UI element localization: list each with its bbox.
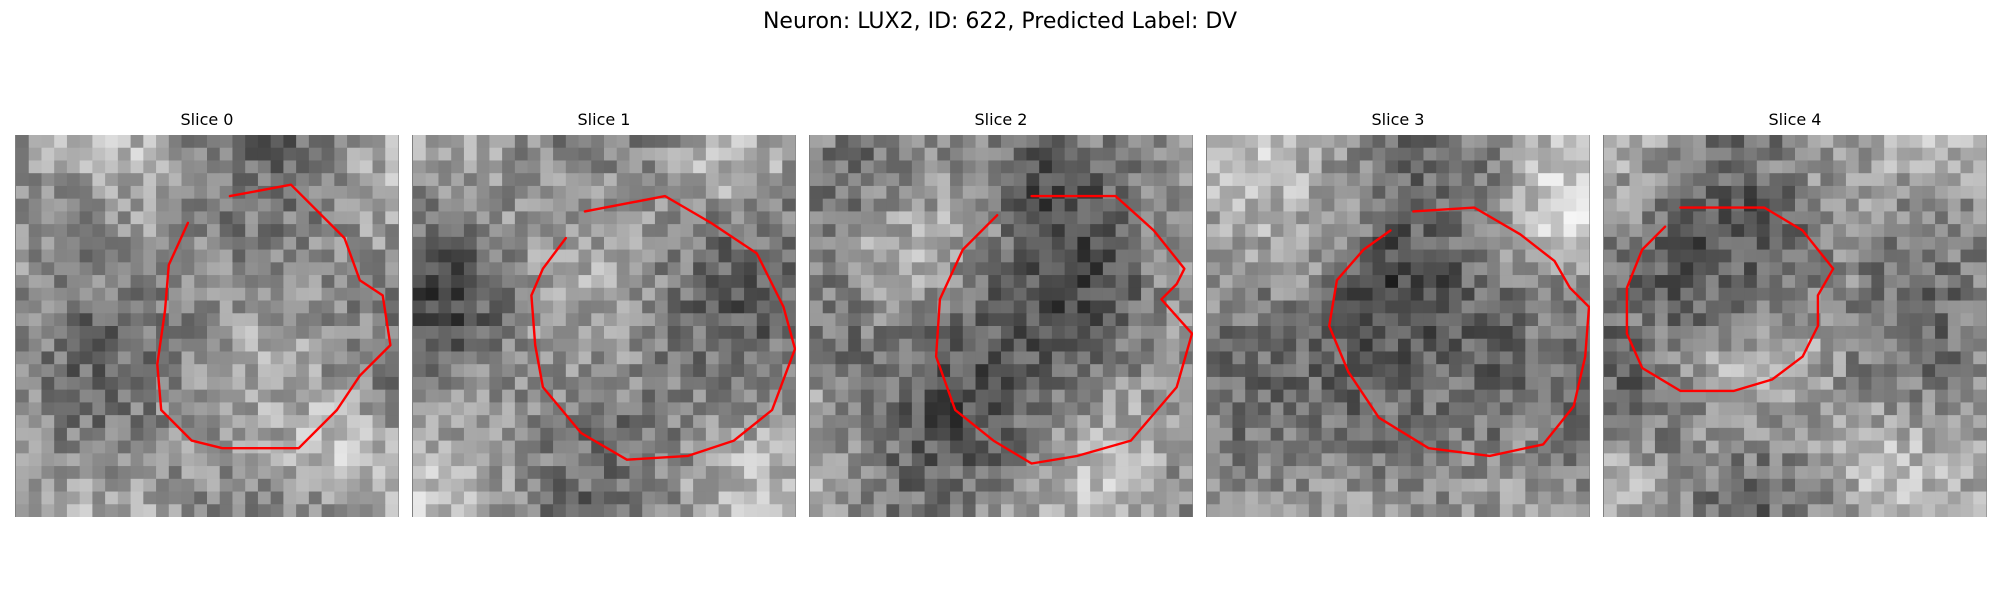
slice-image	[412, 135, 796, 517]
pixel-grid	[16, 135, 399, 517]
slice-panel: Slice 1	[412, 109, 796, 517]
pixel-grid	[1207, 135, 1590, 517]
slice-title: Slice 0	[180, 110, 234, 129]
pixel-grid	[413, 135, 796, 517]
cell-contour-outline	[156, 183, 392, 450]
slice-title: Slice 3	[1371, 110, 1425, 129]
slice-panel: Slice 0	[15, 109, 399, 517]
slice-panel: Slice 4	[1603, 109, 1987, 517]
cell-contour-outline	[1625, 206, 1835, 393]
slice-panel: Slice 3	[1206, 109, 1590, 517]
pixel-grid	[1604, 135, 1987, 517]
cell-contour-outline	[1327, 206, 1590, 458]
slice-image	[1206, 135, 1590, 517]
pixel-grid	[810, 135, 1193, 517]
figure-title: Neuron: LUX2, ID: 622, Predicted Label: …	[762, 9, 1238, 34]
slice-image	[809, 135, 1193, 517]
cell-contour-outline	[934, 194, 1193, 465]
slice-image	[1603, 135, 1987, 517]
slice-image	[15, 135, 399, 517]
slice-panel: Slice 2	[809, 109, 1193, 517]
slice-title: Slice 4	[1768, 110, 1822, 129]
cell-contour-outline	[530, 194, 796, 461]
slice-title: Slice 1	[577, 110, 631, 129]
slice-title: Slice 2	[974, 110, 1028, 129]
